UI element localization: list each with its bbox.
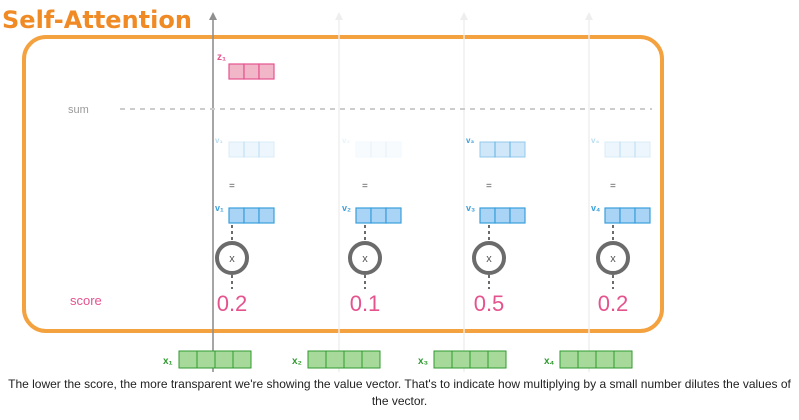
sum-label: sum: [68, 104, 89, 116]
weighted-v-cell: [243, 141, 260, 158]
z1-label: z₁: [217, 52, 226, 63]
attention-frame: [22, 35, 664, 333]
multiply-sign-1: x: [229, 253, 235, 265]
score-value-2: 0.1: [350, 291, 381, 316]
x-label-4: x₄: [544, 356, 555, 367]
weighted-v-cell: [494, 141, 511, 158]
x-cell: [559, 350, 579, 369]
weighted-v-cell: [509, 141, 526, 158]
multiply-sign-4: x: [610, 253, 616, 265]
x-label-1: x₁: [163, 356, 173, 367]
weighted-v-cell: [619, 141, 636, 158]
equals-sign-4: =: [610, 181, 616, 192]
equals-sign-3: =: [486, 181, 492, 192]
diagram-title: Self-Attention: [2, 6, 192, 34]
column-2: v₂ = v₂ x 0.1 x₂: [292, 136, 402, 369]
x-cell: [595, 350, 615, 369]
equals-sign-2: =: [362, 181, 368, 192]
x-cell: [469, 350, 489, 369]
weighted-v-label-1: v₁: [215, 136, 223, 145]
score-value-4: 0.2: [598, 291, 629, 316]
v-label-2: v₂: [342, 203, 351, 213]
weighted-v-cell: [604, 141, 621, 158]
v-cell: [509, 207, 526, 224]
columns: v₁ = v₁ x 0.2 x₁ v₂ = v₂ x 0.1 x₂ v₃ = v₃ x 0.5 x₃ v₄ = v₄ x 0…: [163, 136, 651, 369]
caption: The lower the score, the more transparen…: [8, 377, 791, 408]
weighted-v-label-4: v₄: [591, 136, 599, 145]
weighted-v-cell: [479, 141, 496, 158]
v-label-3: v₃: [466, 203, 475, 213]
weighted-v-cell: [634, 141, 651, 158]
v-cell: [619, 207, 636, 224]
x-cell: [613, 350, 633, 369]
x-cell: [487, 350, 507, 369]
weighted-v-cell: [258, 141, 275, 158]
x-cell: [178, 350, 198, 369]
flow-arrow-2: [335, 12, 343, 20]
x-cell: [343, 350, 363, 369]
v-cell: [355, 207, 372, 224]
x-cell: [307, 350, 327, 369]
self-attention-diagram: Self-Attention sum z₁ score v₁=v₁x0.2x₁v…: [2, 6, 664, 372]
multiply-sign-2: x: [362, 253, 368, 265]
multiply-sign-3: x: [486, 253, 492, 265]
flow-arrow-1: [209, 12, 217, 20]
weighted-v-cell: [228, 141, 245, 158]
v-cell: [634, 207, 651, 224]
v-label-4: v₄: [591, 203, 600, 213]
x-cell: [214, 350, 234, 369]
x-cell: [361, 350, 381, 369]
x-label-3: x₃: [418, 356, 429, 367]
weighted-v-label-3: v₃: [466, 136, 474, 145]
v-cell: [370, 207, 387, 224]
v-cell: [494, 207, 511, 224]
score-value-1: 0.2: [217, 291, 248, 316]
x-label-2: x₂: [292, 356, 302, 367]
multiply-icon-1: [215, 241, 249, 275]
weighted-v-label-2: v₂: [342, 136, 350, 145]
multiply-icon-4: [596, 241, 630, 275]
v-cell: [479, 207, 496, 224]
x-cell: [196, 350, 216, 369]
x-cell: [325, 350, 345, 369]
x-cell: [451, 350, 471, 369]
column-1: v₁ = v₁ x 0.2 x₁: [163, 136, 275, 369]
v-cell: [258, 207, 275, 224]
weighted-v-cell: [370, 141, 387, 158]
column-4: v₄ = v₄ x 0.2 x₄: [544, 136, 651, 369]
v-cell: [385, 207, 402, 224]
x-cell: [433, 350, 453, 369]
multiply-icon-3: [472, 241, 506, 275]
v-label-1: v₁: [215, 203, 224, 213]
x-cell: [577, 350, 597, 369]
flow-arrow-4: [585, 12, 593, 20]
weighted-v-cell: [355, 141, 372, 158]
column-3: v₃ = v₃ x 0.5 x₃: [418, 136, 526, 369]
z1-vector: [228, 63, 275, 80]
flow-lines: [209, 12, 593, 372]
multiply-icon-2: [348, 241, 382, 275]
v-cell: [604, 207, 621, 224]
weighted-v-cell: [385, 141, 402, 158]
v-cell: [228, 207, 245, 224]
v-cell: [243, 207, 260, 224]
score-value-3: 0.5: [474, 291, 505, 316]
equals-sign-1: =: [229, 181, 235, 192]
flow-arrow-3: [460, 12, 468, 20]
x-cell: [232, 350, 252, 369]
score-label: score: [70, 293, 102, 308]
